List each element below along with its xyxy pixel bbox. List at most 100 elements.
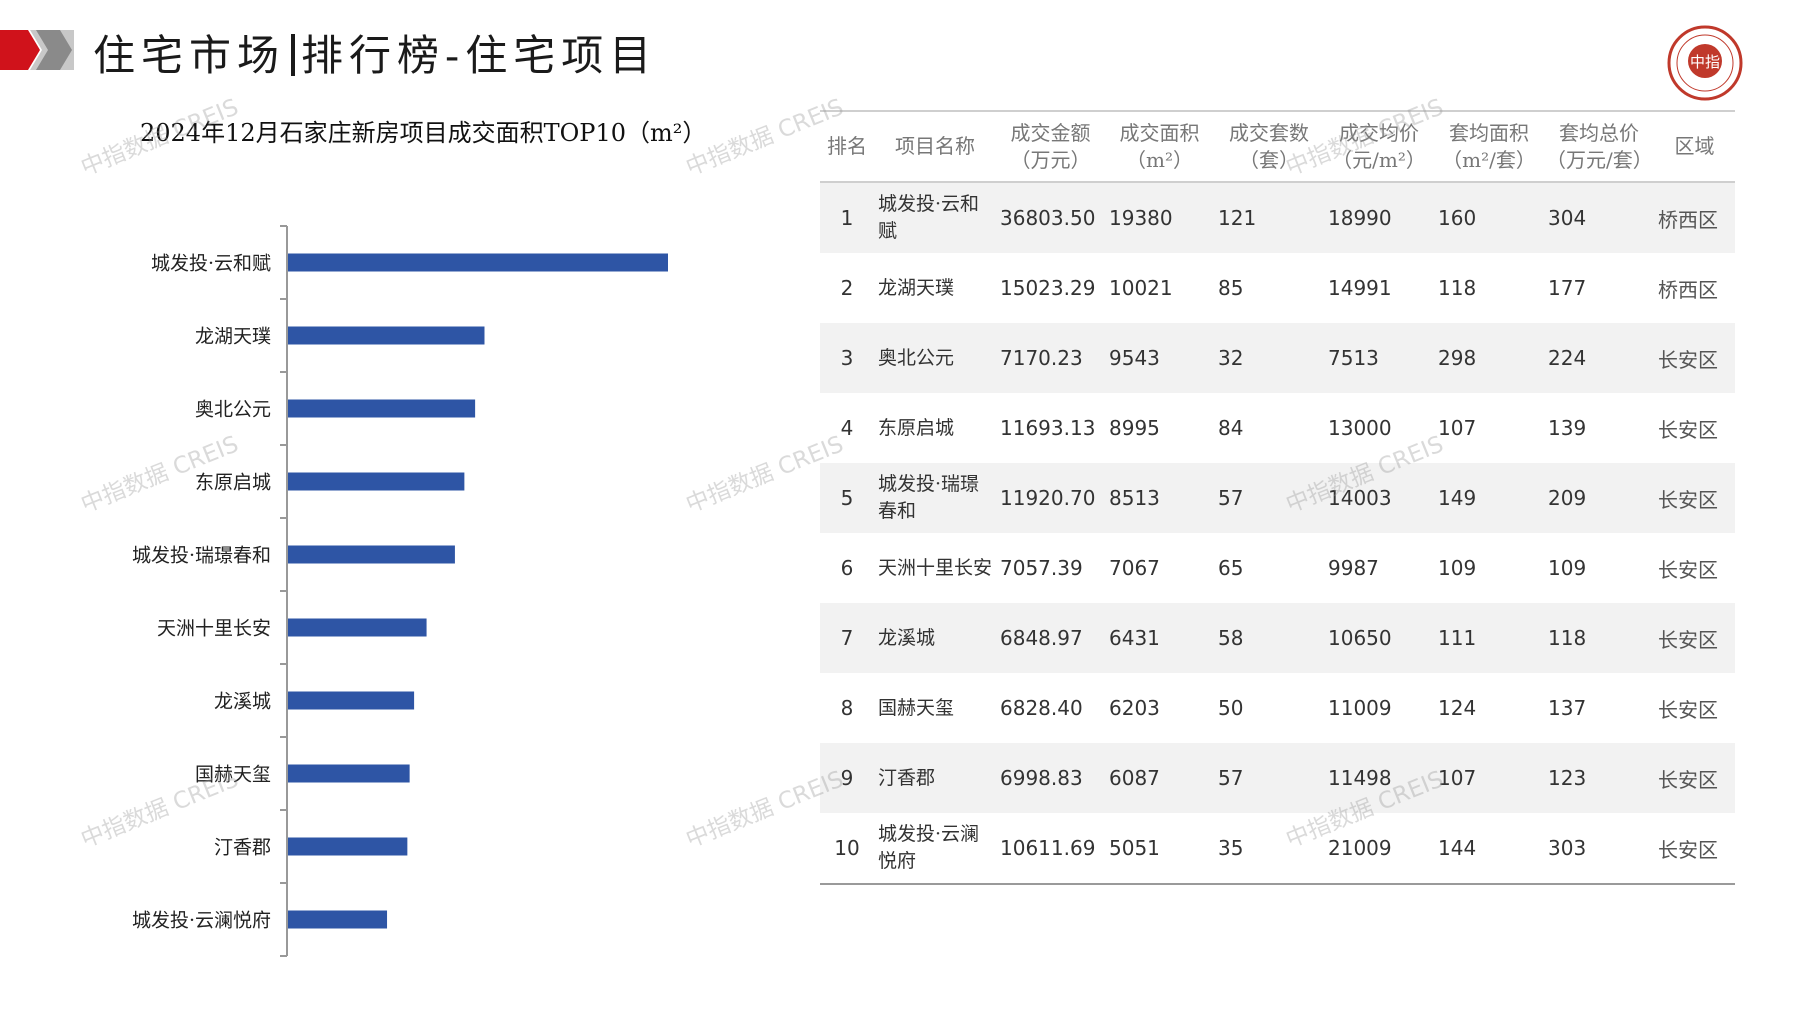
cell-proj: 奥北公元 [874, 323, 996, 393]
cell-amount: 6848.97 [996, 603, 1105, 673]
bar-9 [288, 837, 408, 856]
category-label: 龙湖天璞 [195, 326, 271, 348]
cell-amount: 11920.70 [996, 463, 1105, 533]
title-divider [291, 34, 296, 76]
cell-dist: 长安区 [1658, 697, 1718, 722]
cell-avg-area: 111 [1434, 603, 1544, 673]
cell-area: 8995 [1109, 416, 1160, 440]
category-label: 城发投·云和赋 [151, 253, 271, 275]
cell-price: 11498 [1324, 743, 1434, 813]
chart-title: 2024年12月石家庄新房项目成交面积TOP10（m²） [140, 119, 707, 147]
table-row: 9 汀香郡 6998.83 6087 57 11498 107 123 长安区 [820, 743, 1735, 813]
cell-area: 9543 [1105, 323, 1214, 393]
category-label: 龙溪城 [214, 691, 271, 713]
cell-units: 57 [1214, 743, 1324, 813]
cell-avg-total: 224 [1544, 323, 1654, 393]
cell-price: 7513 [1324, 323, 1434, 393]
category-label: 东原启城 [195, 472, 271, 494]
table-row: 2 龙湖天璞 15023.29 10021 85 14991 118 177 桥西区 [820, 253, 1735, 323]
header-units: 成交套数（套） [1214, 110, 1324, 183]
cell-avg-total: 137 [1548, 696, 1587, 720]
cell-units: 84 [1218, 416, 1244, 440]
cell-avg-total: 109 [1548, 556, 1587, 580]
bar-10 [288, 910, 388, 929]
cell-avg-area: 107 [1438, 416, 1477, 440]
china-index-academy-logo: 中指 [1667, 25, 1743, 101]
category-label: 城发投·云澜悦府 [132, 910, 271, 932]
cell-dist: 桥西区 [1654, 182, 1735, 253]
cell-avg-area: 124 [1438, 696, 1477, 720]
cell-dist: 长安区 [1654, 743, 1735, 813]
table-row: 10 城发投·云澜悦府 10611.69 5051 35 21009 144 303 长安区 [820, 813, 1735, 885]
cell-amount: 11693.13 [1000, 416, 1096, 440]
category-label: 汀香郡 [214, 837, 271, 859]
category-label: 奥北公元 [195, 399, 271, 421]
cell-amount: 6998.83 [996, 743, 1105, 813]
header-area: 成交面积（m²） [1105, 110, 1214, 183]
cell-rk: 2 [840, 276, 854, 300]
cell-units: 32 [1214, 323, 1324, 393]
cell-units: 57 [1214, 463, 1324, 533]
cell-proj: 城发投·瑞璟春和 [874, 463, 996, 533]
cell-amount: 7057.39 [1000, 556, 1083, 580]
ranking-table: 排名 项目名称 成交金额（万元） 成交面积（m²） 成交套数（套） 成交均价（元… [820, 110, 1735, 885]
bar-5 [288, 545, 455, 564]
logo-text: 中指 [1690, 53, 1720, 71]
cell-avg-total: 139 [1548, 416, 1587, 440]
cell-proj: 龙溪城 [874, 603, 996, 673]
table-row: 1 城发投·云和赋 36803.50 19380 121 18990 160 304 桥西区 [820, 182, 1735, 253]
cell-amount: 36803.50 [996, 182, 1105, 253]
corner-decoration [0, 30, 74, 70]
cell-avg-area: 160 [1434, 182, 1544, 253]
cell-rk: 6 [840, 556, 854, 580]
cell-avg-total: 123 [1544, 743, 1654, 813]
table-row: 6 天洲十里长安 7057.39 7067 65 9987 109 109 长安区 [820, 533, 1735, 603]
cell-proj: 城发投·云澜悦府 [874, 813, 996, 885]
cell-price: 18990 [1324, 182, 1434, 253]
cell-dist: 长安区 [1654, 463, 1735, 533]
cell-price: 11009 [1328, 696, 1392, 720]
table-row: 4 东原启城 11693.13 8995 84 13000 107 139 长安区 [820, 393, 1735, 463]
cell-price: 10650 [1324, 603, 1434, 673]
cell-rk: 8 [840, 696, 854, 720]
category-label: 天洲十里长安 [157, 618, 271, 640]
bar-4 [288, 472, 465, 491]
cell-avg-total: 304 [1544, 182, 1654, 253]
page-title-right: 排行榜-住宅项目 [301, 31, 658, 80]
bar-chart: 城发投·云和赋龙湖天璞奥北公元东原启城城发投·瑞璟春和天洲十里长安龙溪城国赫天玺… [132, 225, 668, 957]
cell-units: 58 [1214, 603, 1324, 673]
cell-proj: 东原启城 [878, 416, 955, 439]
table-row: 8 国赫天玺 6828.40 6203 50 11009 124 137 长安区 [820, 673, 1735, 743]
cell-rk: 3 [820, 323, 874, 393]
bar-8 [288, 764, 410, 783]
table-row: 5 城发投·瑞璟春和 11920.70 8513 57 14003 149 209 长安区 [820, 463, 1735, 533]
cell-proj: 汀香郡 [874, 743, 996, 813]
bar-3 [288, 399, 476, 418]
cell-rk: 9 [820, 743, 874, 813]
page-title: 住宅市场 排行榜-住宅项目 [93, 22, 657, 83]
cell-area: 6431 [1105, 603, 1214, 673]
cell-area: 19380 [1105, 182, 1214, 253]
bar-2 [288, 326, 485, 345]
cell-amount: 10611.69 [996, 813, 1105, 885]
cell-dist: 长安区 [1658, 557, 1718, 582]
bar-7 [288, 691, 415, 710]
cell-avg-total: 177 [1548, 276, 1587, 300]
cell-units: 85 [1218, 276, 1244, 300]
cell-area: 8513 [1105, 463, 1214, 533]
header-avg-area: 套均面积（m²/套） [1434, 110, 1544, 183]
bar-1 [288, 253, 668, 272]
cell-units: 50 [1218, 696, 1244, 720]
page-title-left: 住宅市场 [93, 31, 286, 80]
table-header-row: 排名 项目名称 成交金额（万元） 成交面积（m²） 成交套数（套） 成交均价（元… [820, 110, 1735, 183]
cell-dist: 长安区 [1658, 417, 1718, 442]
cell-area: 10021 [1109, 276, 1173, 300]
cell-dist: 长安区 [1654, 603, 1735, 673]
cell-avg-total: 303 [1544, 813, 1654, 885]
cell-proj: 城发投·云和赋 [874, 182, 996, 253]
cell-rk: 7 [820, 603, 874, 673]
cell-avg-area: 118 [1438, 276, 1477, 300]
cell-proj: 国赫天玺 [878, 696, 955, 719]
header-district: 区域 [1654, 110, 1735, 183]
cell-avg-total: 118 [1544, 603, 1654, 673]
